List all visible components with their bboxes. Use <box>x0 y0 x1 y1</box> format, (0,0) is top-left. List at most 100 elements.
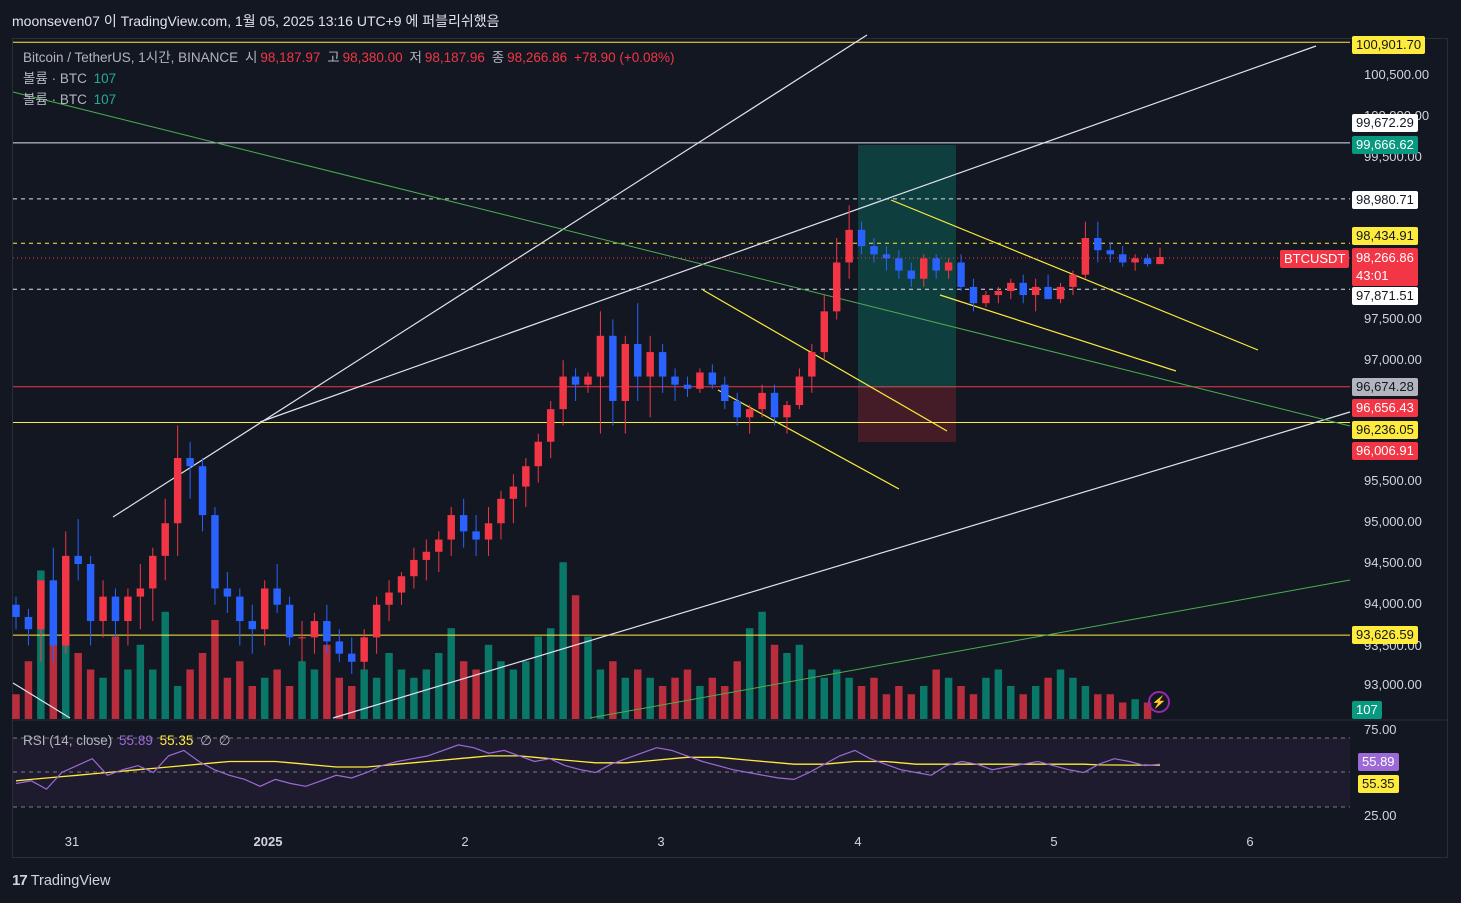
high-label: 고 <box>327 50 340 65</box>
brand-name: TradingView <box>30 872 111 889</box>
tradingview-footer[interactable]: 17 TradingView <box>12 872 110 889</box>
volume-bar <box>534 636 542 719</box>
candle-body <box>223 588 232 597</box>
candle-body <box>559 376 567 410</box>
price-tick: 94,500.00 <box>1364 555 1422 570</box>
volume-bar <box>198 653 207 719</box>
candle-body <box>124 596 132 622</box>
horizontal-levels <box>13 41 1350 636</box>
chart-frame[interactable] <box>12 38 1448 858</box>
candle-body <box>12 604 20 617</box>
volume-bar <box>248 686 256 719</box>
candle-body <box>621 343 630 401</box>
volume-bar <box>360 669 368 719</box>
volume-bar <box>596 669 605 719</box>
volume-bar <box>845 677 853 719</box>
candle-body <box>410 559 418 577</box>
flag-lower-line-1[interactable] <box>717 389 900 490</box>
ohlc-legend[interactable]: Bitcoin / TetherUS, 1시간, BINANCE 시 98,187… <box>23 46 678 66</box>
volume-bar <box>944 677 953 719</box>
candle-body <box>994 290 1003 296</box>
volume-bar <box>472 669 480 719</box>
volume-value: 107 <box>93 71 117 86</box>
volume-label: 볼륨 · BTC <box>23 92 87 107</box>
close-value: 98,266.86 <box>507 50 568 65</box>
volume-legend-2[interactable]: 볼륨 · BTC 107 <box>23 88 119 108</box>
volume-bar <box>609 661 617 719</box>
candle-body <box>509 486 518 499</box>
volume-bar <box>298 661 306 719</box>
position-loss-zone[interactable] <box>858 388 956 442</box>
volume-bar <box>385 653 393 719</box>
volume-bar <box>447 628 455 719</box>
volume-bar <box>285 686 294 719</box>
price-tick: 97,000.00 <box>1364 352 1422 367</box>
candle-body <box>969 286 978 304</box>
volume-bar <box>348 686 356 719</box>
trendline-white-short[interactable] <box>12 682 71 719</box>
trendline-white-steep[interactable] <box>112 34 868 518</box>
flag-lower-line-2[interactable] <box>939 294 1177 372</box>
channel-lower-line[interactable] <box>332 411 1351 719</box>
price-tick: 93,000.00 <box>1364 677 1422 692</box>
candle-body <box>285 604 294 638</box>
candle-body <box>497 498 505 524</box>
candle-body <box>1143 258 1152 265</box>
volume-bar <box>1131 699 1139 719</box>
volume-bar <box>994 669 1003 719</box>
candle-body <box>1081 238 1090 275</box>
candle-body <box>211 515 219 589</box>
volume-bar <box>24 661 33 719</box>
volume-bars <box>12 562 1152 719</box>
rsi-legend[interactable]: RSI (14, close) 55.89 55.35 ∅ ∅ <box>23 733 233 749</box>
candle-body <box>745 409 754 418</box>
volume-legend-1[interactable]: 볼륨 · BTC 107 <box>23 67 119 87</box>
candle-body <box>298 637 306 639</box>
volume-bar <box>770 644 779 719</box>
volume-bar <box>920 686 928 719</box>
volume-bar <box>497 661 505 719</box>
volume-bar <box>1019 694 1027 719</box>
candle-body <box>273 588 281 605</box>
volume-bar <box>1044 677 1052 719</box>
volume-bar <box>136 644 145 719</box>
candle-body <box>1031 286 1040 296</box>
time-tick: 4 <box>854 834 862 849</box>
volume-bar <box>1007 686 1015 719</box>
channel-upper-line[interactable] <box>259 45 1317 423</box>
volume-bar <box>895 686 903 719</box>
open-value: 98,187.97 <box>260 50 321 65</box>
candle-body <box>895 258 903 271</box>
flag-upper-line-1[interactable] <box>702 289 948 432</box>
volume-bar <box>1081 686 1090 719</box>
volume-label: 볼륨 · BTC <box>23 71 87 86</box>
candle-body <box>683 384 692 389</box>
time-tick: 2025 <box>253 834 283 849</box>
candle-body <box>136 588 145 597</box>
candle-body <box>832 262 841 312</box>
price-tag: 96,674.28 <box>1352 378 1418 396</box>
candle-body <box>1007 282 1015 291</box>
volume-bar <box>62 620 70 719</box>
volume-bar <box>658 686 667 719</box>
candle-body <box>932 258 940 271</box>
symbol-name[interactable]: Bitcoin / TetherUS, 1시간, BINANCE <box>23 50 239 65</box>
volume-bar <box>808 669 816 719</box>
candle-body <box>260 588 269 630</box>
candle-body <box>348 653 356 662</box>
trendline-green-ascending[interactable] <box>589 579 1351 719</box>
candle-body <box>870 246 878 255</box>
candle-body <box>857 229 866 247</box>
trendline-green-descending[interactable] <box>12 91 1351 427</box>
candle-body <box>422 551 431 560</box>
volume-bar <box>907 694 916 719</box>
price-tick: 95,500.00 <box>1364 473 1422 488</box>
price-tag: 99,672.29 <box>1352 114 1418 132</box>
candle-body <box>198 466 207 516</box>
position-profit-zone[interactable] <box>858 145 956 388</box>
price-tag: 100,901.70 <box>1352 36 1426 54</box>
candle-body <box>24 616 33 630</box>
candle-body <box>49 580 58 646</box>
alert-icon[interactable]: ⚡ <box>1148 691 1170 713</box>
